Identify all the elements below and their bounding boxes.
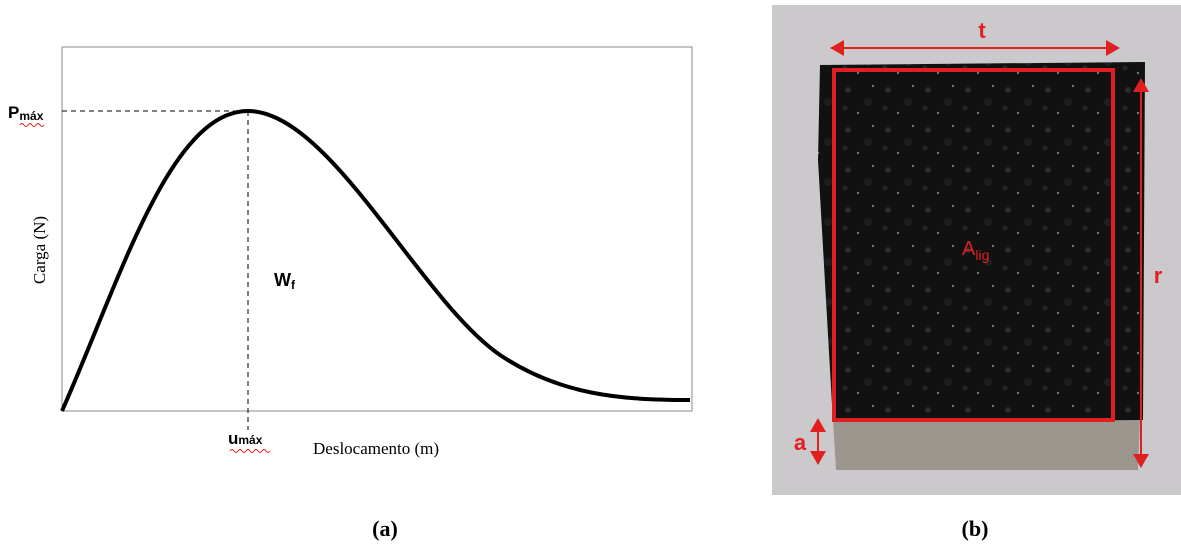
caption-b: (b) [962,516,989,541]
panel-a: Pmáx Carga (N) Wf umáx Deslocamento (m) … [8,46,693,541]
width-label: t [978,18,986,43]
u-max-label: umáx [228,429,263,448]
w-f-label: Wf [274,270,296,292]
x-axis-label: Deslocamento (m) [313,439,439,458]
area-label: Alig [962,238,989,263]
notch-label: a [794,430,807,455]
p-max-label: Pmáx [8,103,44,123]
specimen-mixture [818,62,1145,422]
spell-underline [19,123,45,127]
load-curve [60,108,691,412]
plot-frame [61,46,693,412]
ligament-area-box [832,68,1115,422]
spell-underline [229,449,271,453]
y-axis-label: Carga (N) [30,216,49,284]
height-label: r [1154,263,1163,288]
specimen-base [833,420,1140,470]
panel-b: t r a Alig (b) [772,5,1181,541]
caption-a: (a) [372,516,398,541]
